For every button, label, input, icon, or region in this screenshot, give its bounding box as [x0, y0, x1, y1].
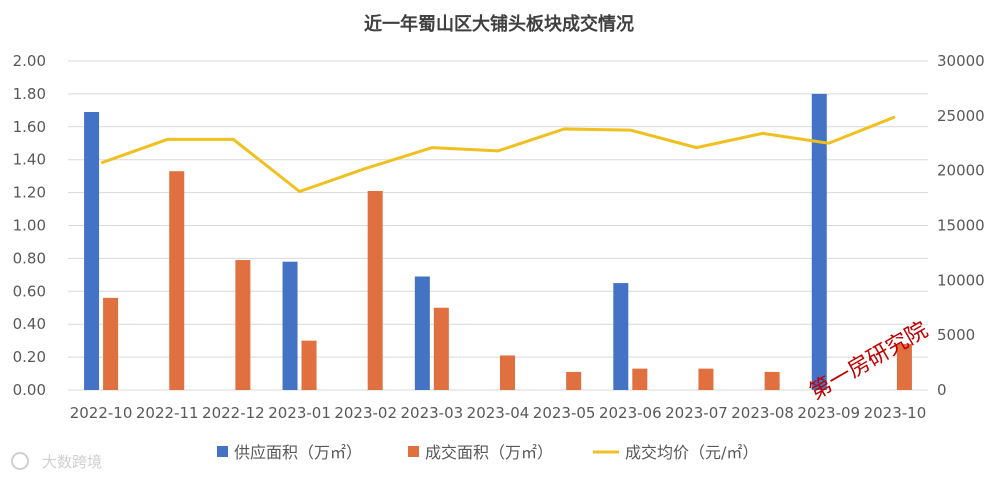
deal-bar — [500, 355, 515, 390]
gridlines — [68, 60, 928, 391]
legend-label: 供应面积（万㎡） — [234, 443, 362, 462]
left-tick-label: 1.00 — [13, 217, 46, 235]
deal-bar — [301, 340, 317, 390]
x-tick-label: 2023-05 — [533, 404, 596, 422]
price-line — [100, 115, 896, 194]
left-tick-label: 0.20 — [13, 348, 46, 366]
x-tick-label: 2023-04 — [467, 404, 530, 422]
deal-bar — [632, 368, 648, 390]
right-tick-label: 10000 — [937, 271, 985, 289]
left-tick-label: 1.60 — [13, 118, 46, 136]
deal-bar — [698, 368, 714, 390]
supply-bar — [613, 283, 629, 390]
right-tick-label: 5000 — [937, 326, 975, 344]
deal-bar — [235, 260, 251, 390]
x-tick-label: 2022-10 — [70, 404, 133, 422]
left-tick-label: 0.40 — [13, 315, 46, 333]
left-tick-label: 2.00 — [13, 52, 46, 70]
legend-label: 成交面积（万㎡） — [425, 443, 553, 462]
legend-swatch — [217, 446, 228, 457]
right-axis: 0 5000 10000 15000 20000 25000 30000 — [937, 52, 985, 399]
x-tick-label: 2023-07 — [665, 404, 728, 422]
right-tick-label: 15000 — [937, 217, 985, 235]
deal-bar — [896, 343, 912, 390]
line-series — [100, 115, 896, 194]
watermark-logo-icon — [11, 452, 29, 470]
watermark-corner: 大数跨境 — [11, 452, 102, 471]
left-axis: 0.00 0.20 0.40 0.60 0.80 1.00 1.20 1.40 1.60 1.80… — [13, 52, 46, 399]
x-tick-label: 2023-01 — [268, 404, 331, 422]
left-tick-label: 1.40 — [13, 151, 46, 169]
supply-bar — [811, 93, 827, 391]
x-tick-label: 2022-12 — [202, 404, 265, 422]
right-tick-label: 0 — [937, 381, 947, 399]
legend-label: 成交均价（元/㎡） — [625, 443, 758, 462]
left-tick-label: 0.80 — [13, 249, 46, 267]
chart-title: 近一年蜀山区大铺头板块成交情况 — [364, 13, 634, 35]
deal-bar — [103, 297, 119, 390]
deal-bar — [566, 371, 582, 390]
supply-bar — [414, 276, 430, 390]
legend-swatch — [408, 446, 419, 457]
right-tick-label: 30000 — [937, 52, 985, 70]
supply-bar — [84, 111, 100, 391]
x-tick-label: 2023-06 — [599, 404, 662, 422]
left-tick-label: 0.60 — [13, 282, 46, 300]
x-tick-label: 2022-11 — [136, 404, 199, 422]
left-tick-label: 1.20 — [13, 184, 46, 202]
x-axis: 2022-10 2022-11 2022-12 2023-01 2023-02 2023-… — [70, 404, 927, 422]
right-tick-label: 25000 — [937, 107, 985, 125]
deal-bar — [169, 171, 185, 390]
x-tick-label: 2023-03 — [401, 404, 464, 422]
deal-bar — [367, 190, 383, 390]
x-tick-label: 2023-10 — [864, 404, 927, 422]
x-tick-label: 2023-09 — [797, 404, 860, 422]
right-tick-label: 20000 — [937, 162, 985, 180]
supply-bar — [282, 261, 298, 390]
legend: 供应面积（万㎡） 成交面积（万㎡） 成交均价（元/㎡） — [217, 443, 758, 462]
left-tick-label: 1.80 — [13, 85, 46, 103]
bar-series — [84, 93, 912, 391]
x-tick-label: 2023-08 — [731, 404, 794, 422]
x-tick-label: 2023-02 — [334, 404, 397, 422]
watermark-corner-text: 大数跨境 — [42, 453, 102, 471]
deal-bar — [764, 371, 780, 390]
deal-bar — [433, 307, 449, 390]
left-tick-label: 0.00 — [13, 381, 46, 399]
